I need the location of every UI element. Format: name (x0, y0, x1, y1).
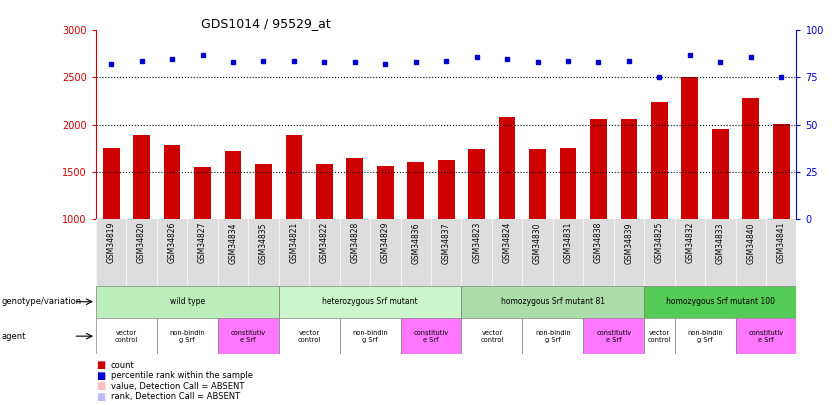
Bar (96, 318, 157, 354)
Text: GSM34830: GSM34830 (533, 222, 542, 264)
Text: heterozygous Srf mutant: heterozygous Srf mutant (322, 297, 418, 306)
Text: non-bindin
g Srf: non-bindin g Srf (169, 330, 205, 343)
Text: GSM34819: GSM34819 (107, 222, 116, 263)
Text: count: count (111, 361, 134, 370)
Text: non-bindin
g Srf: non-bindin g Srf (687, 330, 723, 343)
Text: GSM34838: GSM34838 (594, 222, 603, 263)
Text: GSM34839: GSM34839 (625, 222, 634, 264)
Bar (681, 77, 698, 219)
Bar (675, 318, 736, 354)
Text: constitutiv
e Srf: constitutiv e Srf (748, 330, 784, 343)
Bar (560, 148, 576, 219)
Text: vector
control: vector control (298, 330, 321, 343)
Bar (468, 149, 485, 219)
Text: GSM34829: GSM34829 (381, 222, 389, 263)
Text: GDS1014 / 95529_at: GDS1014 / 95529_at (201, 17, 331, 30)
Text: rank, Detection Call = ABSENT: rank, Detection Call = ABSENT (111, 392, 240, 401)
Text: GSM34820: GSM34820 (137, 222, 146, 263)
Text: agent: agent (2, 332, 26, 341)
Text: GSM34832: GSM34832 (686, 222, 695, 263)
Bar (620, 119, 637, 219)
Text: GSM34841: GSM34841 (776, 222, 786, 263)
Text: GSM34826: GSM34826 (168, 222, 177, 263)
Bar (279, 286, 461, 318)
Text: GSM34825: GSM34825 (655, 222, 664, 263)
Bar (285, 135, 302, 219)
Bar (644, 318, 675, 354)
Text: GSM34828: GSM34828 (350, 222, 359, 263)
Bar (438, 160, 455, 219)
Bar (461, 318, 522, 354)
Bar (157, 318, 218, 354)
Text: vector
control: vector control (480, 330, 504, 343)
Text: GSM34823: GSM34823 (472, 222, 481, 263)
Text: homozygous Srf mutant 81: homozygous Srf mutant 81 (500, 297, 605, 306)
Bar (279, 318, 339, 354)
Text: constitutiv
e Srf: constitutiv e Srf (414, 330, 449, 343)
Text: constitutiv
e Srf: constitutiv e Srf (231, 330, 266, 343)
Text: GSM34840: GSM34840 (746, 222, 756, 264)
Text: vector
control: vector control (115, 330, 138, 343)
Text: GSM34835: GSM34835 (259, 222, 268, 264)
Bar (377, 166, 394, 219)
Bar (590, 119, 607, 219)
Bar (346, 158, 363, 219)
Bar (712, 129, 729, 219)
Bar (461, 286, 644, 318)
Text: GSM34834: GSM34834 (229, 222, 238, 264)
Bar (163, 145, 180, 219)
Text: vector
control: vector control (648, 330, 671, 343)
Bar (583, 318, 644, 354)
Bar (316, 164, 333, 219)
Text: non-bindin
g Srf: non-bindin g Srf (535, 330, 570, 343)
Bar (644, 286, 796, 318)
Bar (255, 164, 272, 219)
Bar (522, 318, 583, 354)
Text: GSM34821: GSM34821 (289, 222, 299, 263)
Bar (530, 149, 546, 219)
Text: GSM34836: GSM34836 (411, 222, 420, 264)
Bar (499, 117, 515, 219)
Bar (103, 148, 119, 219)
Bar (339, 318, 400, 354)
Bar (736, 318, 796, 354)
Bar (407, 162, 425, 219)
Text: GSM34833: GSM34833 (716, 222, 725, 264)
Bar (400, 318, 461, 354)
Text: value, Detection Call = ABSENT: value, Detection Call = ABSENT (111, 382, 244, 391)
Text: ■: ■ (96, 392, 105, 402)
Bar (218, 318, 279, 354)
Bar (133, 135, 150, 219)
Text: non-bindin
g Srf: non-bindin g Srf (352, 330, 388, 343)
Text: GSM34822: GSM34822 (320, 222, 329, 263)
Bar (224, 151, 241, 219)
Text: genotype/variation: genotype/variation (2, 297, 82, 306)
Text: GSM34831: GSM34831 (564, 222, 572, 263)
Bar (194, 167, 211, 219)
Text: wild type: wild type (170, 297, 205, 306)
Text: ■: ■ (96, 360, 105, 370)
Text: ■: ■ (96, 371, 105, 381)
Text: ■: ■ (96, 382, 105, 391)
Bar (742, 98, 759, 219)
Text: constitutiv
e Srf: constitutiv e Srf (596, 330, 631, 343)
Text: percentile rank within the sample: percentile rank within the sample (111, 371, 253, 380)
Bar (651, 102, 668, 219)
Text: GSM34824: GSM34824 (503, 222, 511, 263)
Text: GSM34827: GSM34827 (198, 222, 207, 263)
Bar (96, 286, 279, 318)
Bar (773, 124, 790, 219)
Text: homozygous Srf mutant 100: homozygous Srf mutant 100 (666, 297, 775, 306)
Text: GSM34837: GSM34837 (442, 222, 450, 264)
